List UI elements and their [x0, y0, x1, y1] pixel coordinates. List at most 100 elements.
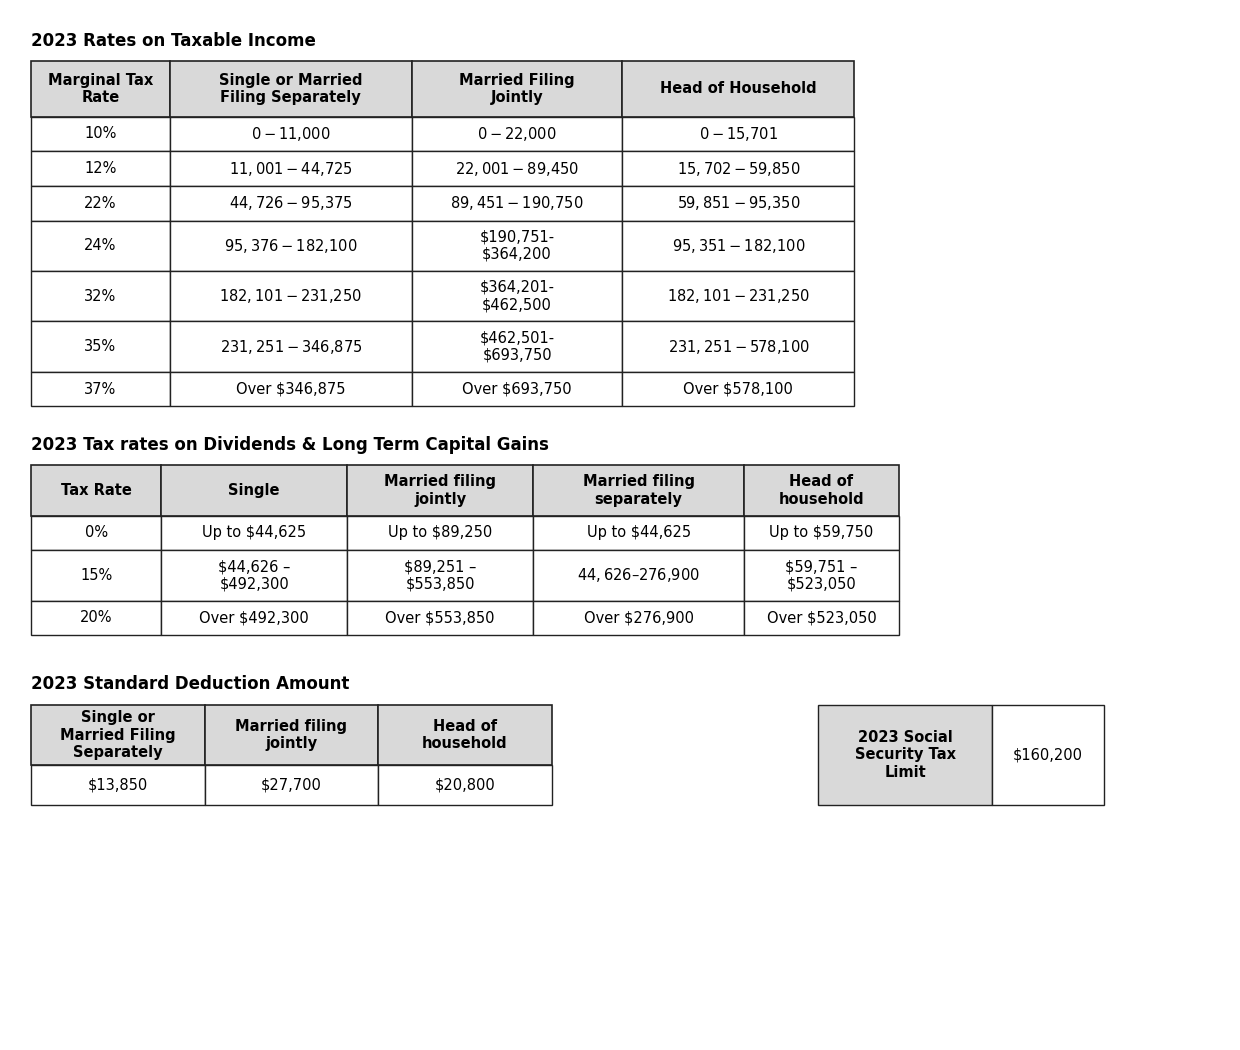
- Text: Over $693,750: Over $693,750: [463, 381, 572, 397]
- Bar: [170, 372, 412, 406]
- Text: $462,501-
$693,750: $462,501- $693,750: [480, 331, 554, 362]
- Bar: [992, 705, 1104, 805]
- Text: 32%: 32%: [84, 289, 117, 303]
- Bar: [31, 186, 170, 220]
- Bar: [170, 151, 412, 186]
- Text: Over $346,875: Over $346,875: [236, 381, 346, 397]
- Text: Over $276,900: Over $276,900: [584, 610, 693, 626]
- Text: $59,851-$95,350: $59,851-$95,350: [677, 194, 800, 212]
- Text: Single: Single: [228, 483, 280, 498]
- Bar: [412, 61, 622, 117]
- Bar: [161, 601, 347, 635]
- Bar: [533, 465, 744, 516]
- Text: $0-$22,000: $0-$22,000: [477, 125, 557, 143]
- Bar: [205, 765, 378, 805]
- Bar: [31, 271, 170, 321]
- Bar: [744, 550, 899, 601]
- Bar: [31, 550, 161, 601]
- Text: Tax Rate: Tax Rate: [61, 483, 131, 498]
- Bar: [622, 372, 854, 406]
- Bar: [31, 765, 205, 805]
- Text: $15,702-$59,850: $15,702-$59,850: [677, 160, 800, 177]
- Bar: [622, 271, 854, 321]
- Text: 2023 Standard Deduction Amount: 2023 Standard Deduction Amount: [31, 675, 350, 693]
- Text: $95,376-$182,100: $95,376-$182,100: [224, 236, 357, 255]
- Text: 2023 Social
Security Tax
Limit: 2023 Social Security Tax Limit: [854, 730, 956, 780]
- Bar: [31, 372, 170, 406]
- Bar: [161, 465, 347, 516]
- Text: $182,101-$231,250: $182,101-$231,250: [219, 287, 362, 306]
- Bar: [744, 465, 899, 516]
- Bar: [31, 705, 205, 765]
- Bar: [412, 186, 622, 220]
- Bar: [818, 705, 992, 805]
- Bar: [161, 550, 347, 601]
- Bar: [347, 516, 533, 550]
- Text: 22%: 22%: [84, 195, 117, 211]
- Text: Married Filing
Jointly: Married Filing Jointly: [459, 72, 575, 105]
- Bar: [412, 151, 622, 186]
- Text: Over $553,850: Over $553,850: [386, 610, 495, 626]
- Bar: [205, 705, 378, 765]
- Text: Married filing
jointly: Married filing jointly: [384, 475, 496, 506]
- Bar: [412, 271, 622, 321]
- Bar: [622, 61, 854, 117]
- Text: $95,351-$182,100: $95,351-$182,100: [672, 236, 805, 255]
- Text: $160,200: $160,200: [1013, 748, 1083, 762]
- Bar: [31, 61, 170, 117]
- Text: 12%: 12%: [84, 161, 117, 176]
- Text: 35%: 35%: [84, 339, 117, 354]
- Bar: [622, 186, 854, 220]
- Bar: [170, 271, 412, 321]
- Text: Marginal Tax
Rate: Marginal Tax Rate: [48, 72, 153, 105]
- Text: $20,800: $20,800: [435, 778, 495, 793]
- Text: $44,626 –
$492,300: $44,626 – $492,300: [218, 560, 290, 591]
- Bar: [412, 117, 622, 151]
- Text: 10%: 10%: [84, 126, 117, 142]
- Text: $44,626 – $276,900: $44,626 – $276,900: [577, 566, 701, 585]
- Bar: [622, 117, 854, 151]
- Text: $231,251-$346,875: $231,251-$346,875: [219, 337, 362, 356]
- Text: $0-$11,000: $0-$11,000: [250, 125, 331, 143]
- Text: 15%: 15%: [79, 568, 113, 583]
- Text: $182,101-$231,250: $182,101-$231,250: [667, 287, 810, 306]
- Text: Up to $44,625: Up to $44,625: [202, 525, 306, 541]
- Text: $190,751-
$364,200: $190,751- $364,200: [480, 230, 554, 261]
- Text: Head of
household: Head of household: [422, 719, 508, 751]
- Text: Up to $89,250: Up to $89,250: [388, 525, 492, 541]
- Bar: [622, 220, 854, 271]
- Text: $22,001-$89,450: $22,001-$89,450: [455, 160, 579, 177]
- Bar: [412, 321, 622, 372]
- Text: $89,251 –
$553,850: $89,251 – $553,850: [404, 560, 476, 591]
- Bar: [412, 220, 622, 271]
- Bar: [622, 321, 854, 372]
- Bar: [744, 601, 899, 635]
- Bar: [170, 186, 412, 220]
- Text: 24%: 24%: [84, 238, 117, 253]
- Text: 20%: 20%: [79, 610, 113, 626]
- Text: $364,201-
$462,500: $364,201- $462,500: [480, 280, 554, 312]
- Text: $231,251- $578,100: $231,251- $578,100: [667, 337, 810, 356]
- Bar: [347, 601, 533, 635]
- Bar: [378, 705, 552, 765]
- Bar: [533, 550, 744, 601]
- Text: $0-$15,701: $0-$15,701: [699, 125, 777, 143]
- Bar: [31, 601, 161, 635]
- Text: Over $523,050: Over $523,050: [766, 610, 877, 626]
- Bar: [170, 321, 412, 372]
- Text: Head of Household: Head of Household: [660, 81, 817, 97]
- Bar: [622, 151, 854, 186]
- Text: Over $578,100: Over $578,100: [683, 381, 794, 397]
- Text: $11,001-$44,725: $11,001-$44,725: [229, 160, 352, 177]
- Text: Up to $59,750: Up to $59,750: [769, 525, 874, 541]
- Bar: [31, 321, 170, 372]
- Bar: [378, 765, 552, 805]
- Text: 2023 Tax rates on Dividends & Long Term Capital Gains: 2023 Tax rates on Dividends & Long Term …: [31, 436, 549, 454]
- Text: $27,700: $27,700: [260, 778, 322, 793]
- Bar: [170, 117, 412, 151]
- Text: 2023 Rates on Taxable Income: 2023 Rates on Taxable Income: [31, 32, 316, 49]
- Text: 37%: 37%: [84, 381, 117, 397]
- Bar: [31, 516, 161, 550]
- Text: Married filing
separately: Married filing separately: [583, 475, 694, 506]
- Bar: [412, 372, 622, 406]
